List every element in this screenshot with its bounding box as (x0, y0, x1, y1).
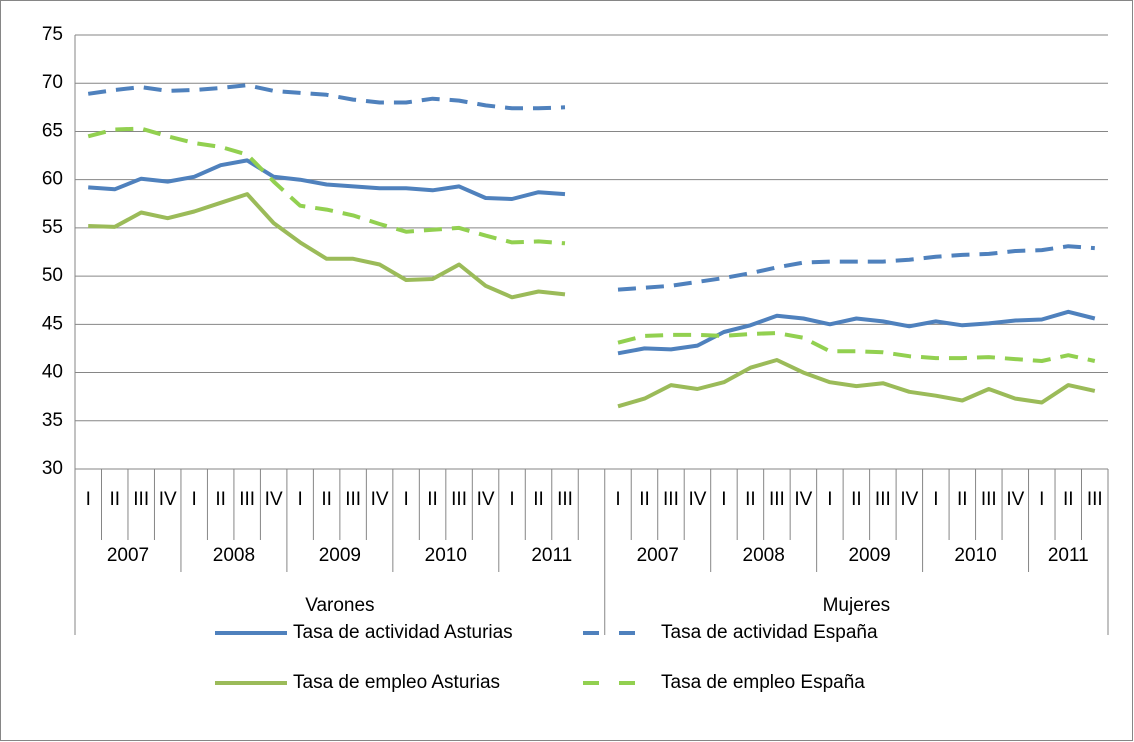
y-tick-label: 75 (42, 24, 63, 45)
x-tick-label: II (215, 489, 226, 510)
y-tick-label: 65 (42, 120, 63, 141)
legend-label: Tasa de actividad Asturias (293, 622, 513, 643)
y-tick-label: 50 (42, 265, 63, 286)
series-line (88, 158, 1096, 356)
year-label: 2011 (1048, 545, 1089, 566)
legend-label: Tasa de empleo Asturias (293, 672, 500, 693)
x-tick-label: I (298, 489, 303, 510)
x-tick-label: III (133, 489, 149, 510)
x-tick-label: III (663, 489, 679, 510)
year-label: 2010 (425, 545, 467, 566)
x-tick-label: I (192, 489, 197, 510)
x-tick-label: III (875, 489, 891, 510)
x-tick-label: II (957, 489, 968, 510)
x-tick-label: I (1039, 489, 1044, 510)
year-label: 2008 (213, 545, 255, 566)
year-label: 2010 (954, 545, 996, 566)
x-tick-label: II (1063, 489, 1074, 510)
x-tick-label: I (933, 489, 938, 510)
x-tick-label: IV (477, 489, 495, 510)
year-label: 2008 (743, 545, 785, 566)
x-tick-label: I (827, 489, 832, 510)
x-tick-label: IV (371, 489, 389, 510)
x-tick-label: II (533, 489, 544, 510)
y-tick-label: 35 (42, 410, 63, 431)
x-tick-label: I (403, 489, 408, 510)
x-tick-label: IV (794, 489, 812, 510)
year-label: 2007 (107, 545, 149, 566)
x-tick-label: IV (159, 489, 177, 510)
x-tick-label: II (745, 489, 756, 510)
x-tick-label: III (769, 489, 785, 510)
y-tick-label: 70 (42, 72, 63, 93)
x-tick-label: I (86, 489, 91, 510)
year-label: 2007 (637, 545, 679, 566)
series-line (87, 126, 1096, 363)
x-tick-label: III (1087, 489, 1103, 510)
x-tick-label: III (981, 489, 997, 510)
series-line (87, 83, 1095, 292)
x-tick-label: III (451, 489, 467, 510)
x-tick-label: IV (1006, 489, 1024, 510)
x-tick-label: II (427, 489, 438, 510)
x-tick-label: IV (265, 489, 283, 510)
x-tick-label: III (345, 489, 361, 510)
x-tick-label: II (109, 489, 120, 510)
x-tick-label: III (557, 489, 573, 510)
group-label: Varones (305, 595, 374, 616)
year-label: 2009 (319, 545, 361, 566)
year-label: 2011 (531, 545, 572, 566)
y-tick-label: 40 (42, 362, 63, 383)
y-tick-label: 30 (42, 458, 63, 479)
x-tick-label: IV (688, 489, 706, 510)
y-tick-label: 45 (42, 313, 63, 334)
x-tick-label: IV (900, 489, 918, 510)
series-line (88, 192, 1096, 409)
group-label: Mujeres (823, 595, 891, 616)
x-tick-label: I (721, 489, 726, 510)
x-tick-label: III (239, 489, 255, 510)
y-tick-label: 60 (42, 169, 63, 190)
y-tick-label: 55 (42, 217, 63, 238)
x-tick-label: II (851, 489, 862, 510)
x-tick-label: II (639, 489, 650, 510)
legend-label: Tasa de empleo España (661, 672, 865, 693)
legend-label: Tasa de actividad España (661, 622, 878, 643)
x-tick-label: II (321, 489, 332, 510)
x-tick-label: I (615, 489, 620, 510)
year-label: 2009 (848, 545, 890, 566)
x-tick-label: I (509, 489, 514, 510)
